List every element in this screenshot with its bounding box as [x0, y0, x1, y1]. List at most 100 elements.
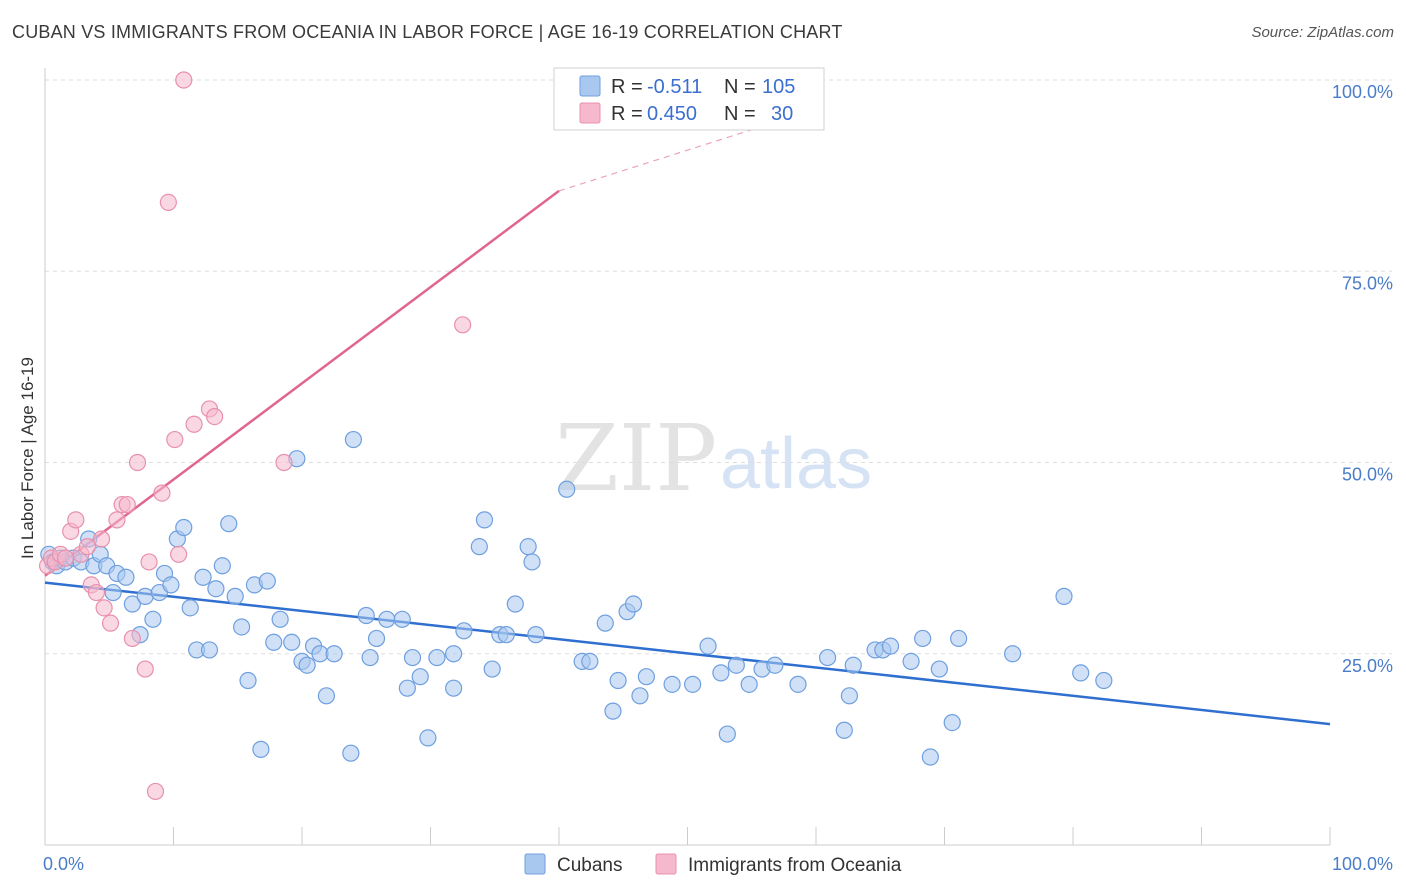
cubans-point [699, 637, 717, 655]
y-tick-label-75: 75.0% [1342, 273, 1393, 293]
cubans-point [527, 626, 545, 644]
cubans-point [419, 729, 437, 747]
cubans-point [398, 679, 416, 697]
cubans-point [1095, 671, 1113, 690]
cubans-point [283, 633, 301, 651]
cubans-point [712, 664, 730, 682]
bottom-legend-label-cubans: Cubans [557, 855, 623, 876]
cubans-point [194, 568, 212, 586]
oceania-point [175, 71, 193, 89]
y-tick-label-50: 50.0% [1342, 465, 1393, 485]
cubans-point [455, 622, 473, 640]
oceania-point [275, 453, 293, 472]
cubans-point [624, 595, 643, 613]
cubans-point [1072, 664, 1090, 682]
cubans-point [835, 721, 853, 739]
correlation-legend: R = -0.511 N = 105 R = 0.450 N = 30 [553, 67, 825, 131]
cubans-point [181, 599, 199, 617]
cubans-point [631, 687, 649, 705]
cubans-point [403, 648, 422, 667]
legend-r-label-1: R = [611, 76, 643, 98]
cubans-point [252, 740, 270, 758]
legend-r-label-2: R = [611, 103, 643, 125]
oceania-point [56, 549, 75, 567]
oceania-point [140, 553, 158, 571]
cubans-point [239, 671, 257, 690]
cubans-point [1055, 587, 1073, 605]
oceania-point [170, 545, 188, 563]
cubans-point [581, 652, 599, 671]
legend-n-label-1: N = [724, 76, 756, 98]
cubans-point [317, 687, 336, 705]
axes [44, 68, 1331, 846]
cubans-point [684, 675, 702, 693]
cubans-point [445, 645, 463, 663]
cubans-point [727, 656, 745, 674]
y-axis-label: In Labor Force | Age 16-19 [18, 357, 37, 559]
x-tick-label-100: 100.0% [1332, 854, 1393, 874]
cubans-point [144, 610, 162, 628]
legend-n-value-2: 30 [771, 103, 793, 125]
bottom-legend-swatch-oceania [655, 853, 677, 875]
cubans-point [921, 748, 939, 766]
cubans-point [718, 725, 736, 743]
cubans-point [344, 430, 362, 449]
oceania-point [67, 511, 85, 529]
cubans-point [325, 645, 343, 663]
cubans-point [162, 576, 180, 594]
legend-swatch-cubans [579, 75, 601, 97]
cubans-point [789, 675, 807, 693]
cubans-point [519, 538, 537, 556]
cubans-point [914, 629, 932, 648]
legend-r-value-2: 0.450 [647, 103, 697, 125]
oceania-point [101, 614, 120, 632]
bottom-legend-label-oceania: Immigrants from Oceania [688, 855, 902, 876]
cubans-point [470, 538, 488, 556]
y-tick-label-100: 100.0% [1332, 82, 1393, 102]
data-points [38, 71, 1113, 801]
cubans-point [609, 671, 627, 690]
cubans-point [523, 553, 541, 571]
cubans-point [175, 518, 193, 537]
cubans-point [357, 606, 375, 625]
cubans-point [818, 648, 837, 667]
oceania-point [123, 629, 141, 648]
cubans-point [943, 713, 961, 732]
cubans-point [265, 633, 283, 651]
cubans-point [930, 660, 948, 678]
legend-swatch-oceania [579, 102, 601, 124]
cubans-point [497, 626, 515, 644]
legend-n-value-1: 105 [762, 76, 795, 98]
cubans-point [445, 679, 463, 697]
oceania-point [108, 511, 126, 529]
cubans-point [361, 648, 379, 667]
cubans-point [207, 580, 225, 598]
cubans-point [506, 595, 524, 613]
gridlines [45, 79, 1392, 655]
cubans-point [367, 629, 386, 648]
cubans-point [220, 515, 238, 533]
cubans-point [637, 668, 655, 686]
oceania-point [136, 660, 154, 678]
cubans-point [881, 637, 900, 655]
cubans-point [902, 652, 920, 671]
cubans-point [663, 675, 681, 693]
cubans-point [411, 668, 429, 686]
legend-n-label-2: N = [724, 103, 756, 125]
oceania-point [454, 316, 472, 334]
cubans-point [233, 618, 251, 636]
cubans-point [740, 675, 758, 693]
oceania-point [92, 530, 111, 548]
legend-r-value-1: -0.511 [647, 76, 702, 98]
cubans-trend-line [44, 581, 1331, 726]
cubans-point [604, 702, 622, 720]
chart-title: CUBAN VS IMMIGRANTS FROM OCEANIA IN LABO… [12, 22, 843, 42]
oceania-point [118, 495, 136, 514]
cubans-point [558, 480, 576, 498]
cubans-point [258, 572, 276, 590]
cubans-point [475, 511, 494, 529]
cubans-point [766, 656, 784, 674]
cubans-point [840, 687, 859, 705]
cubans-point [136, 587, 154, 605]
oceania-point [95, 599, 113, 617]
